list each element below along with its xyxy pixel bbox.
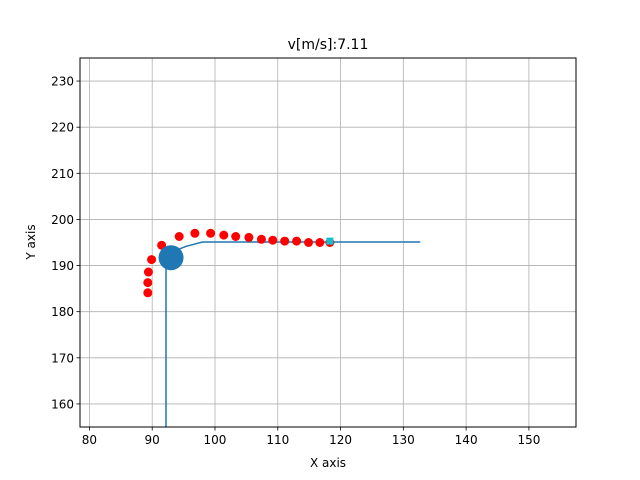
x-tick-label: 120 [329, 433, 352, 447]
x-tick-label: 90 [145, 433, 160, 447]
trajectory-point [304, 238, 314, 247]
trajectory-point [292, 236, 302, 246]
target-marker [326, 237, 334, 245]
trajectory-point [256, 234, 266, 244]
axis-ticks: 80 90 100 110 120 130 140 150 160 170 180 190 200 210… [51, 75, 540, 447]
trajectory-point [174, 232, 184, 242]
trajectory-point [143, 288, 153, 298]
trajectory-point [206, 228, 216, 238]
x-tick-label: 110 [266, 433, 289, 447]
x-tick-label: 130 [392, 433, 415, 447]
trajectory-point [231, 232, 241, 242]
x-tick-label: 150 [517, 433, 540, 447]
x-tick-label: 140 [455, 433, 478, 447]
x-axis-label: X axis [310, 456, 346, 470]
trajectory-point [147, 255, 157, 265]
trajectory-point [315, 238, 325, 247]
trajectory-point [143, 278, 153, 288]
plot-area [143, 228, 421, 427]
y-tick-label: 210 [51, 167, 74, 181]
x-tick-label: 100 [204, 433, 227, 447]
axes-frame [79, 57, 577, 428]
y-tick-label: 180 [51, 305, 74, 319]
grid-lines [80, 58, 576, 427]
trajectory-point [219, 230, 229, 240]
chart-title: v[m/s]:7.11 [288, 37, 369, 53]
trajectory-point [244, 232, 254, 242]
y-tick-label: 170 [51, 351, 74, 365]
y-axis-label: Y axis [24, 224, 38, 260]
vehicle-marker [158, 245, 184, 271]
y-tick-label: 160 [51, 397, 74, 411]
y-tick-label: 200 [51, 213, 74, 227]
trajectory-point [143, 267, 153, 277]
y-tick-label: 190 [51, 259, 74, 273]
trajectory-point [268, 235, 278, 245]
y-tick-label: 220 [51, 121, 74, 135]
trajectory-point [190, 228, 200, 238]
x-tick-label: 80 [82, 433, 97, 447]
y-tick-label: 230 [51, 75, 74, 89]
trajectory-point [280, 236, 290, 246]
